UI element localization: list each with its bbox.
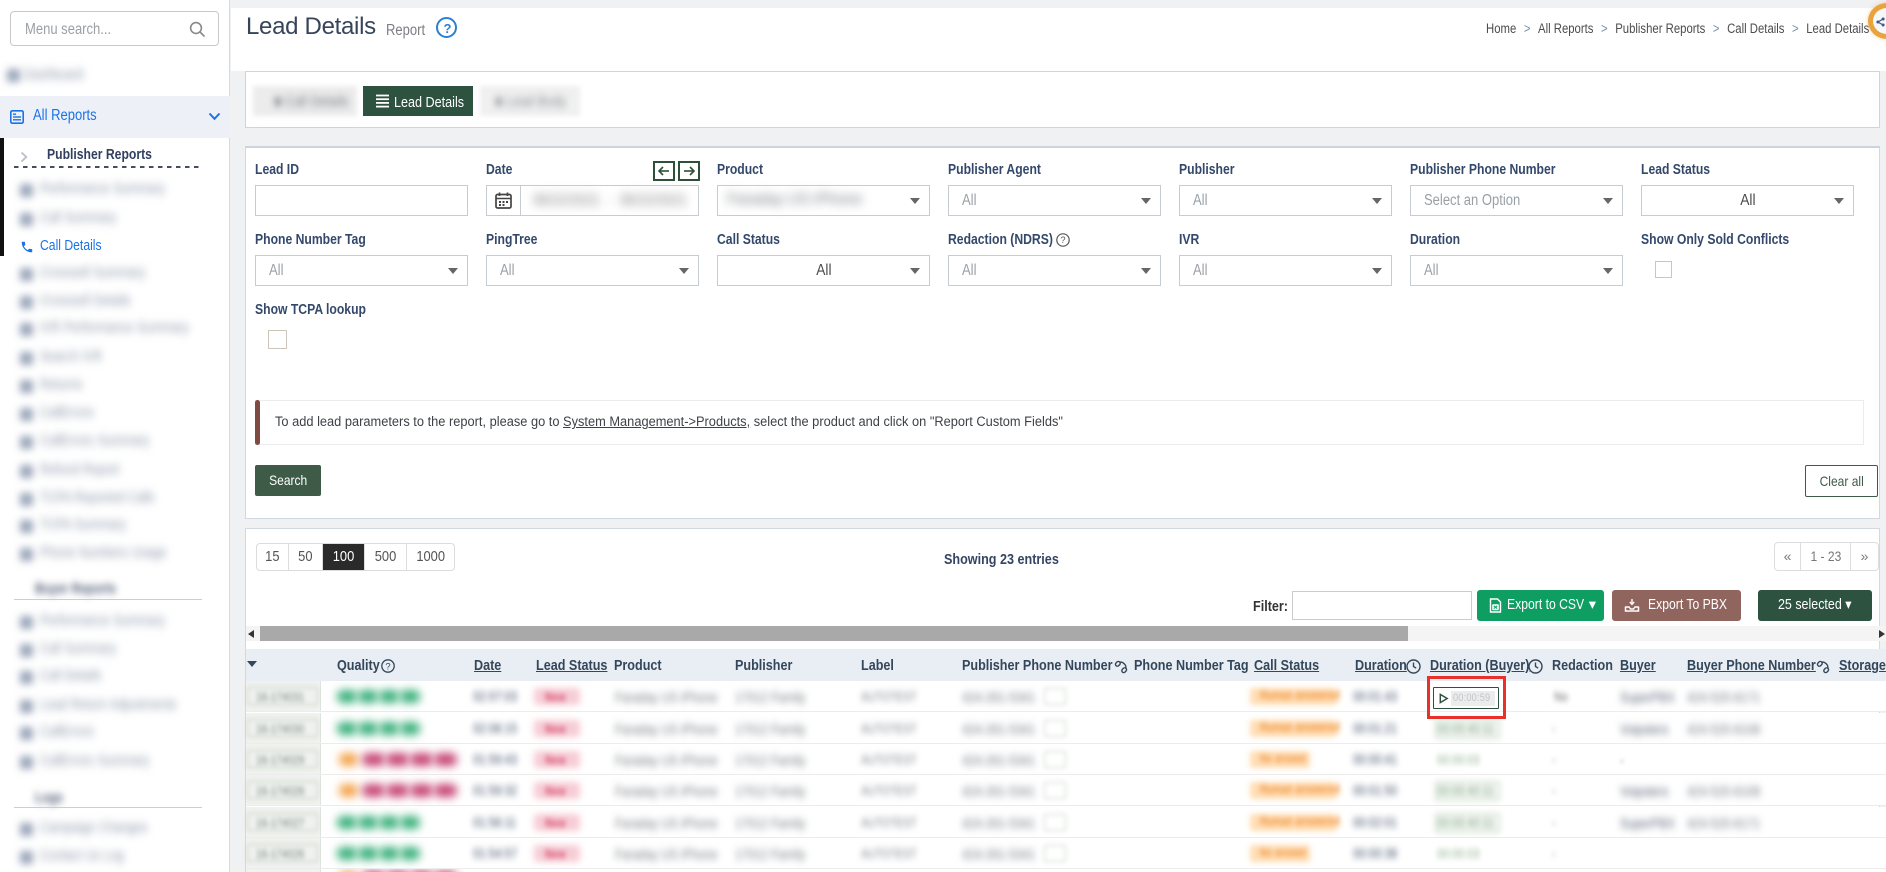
svg-text:?: ?	[1060, 235, 1065, 245]
svg-text:?: ?	[385, 661, 390, 672]
